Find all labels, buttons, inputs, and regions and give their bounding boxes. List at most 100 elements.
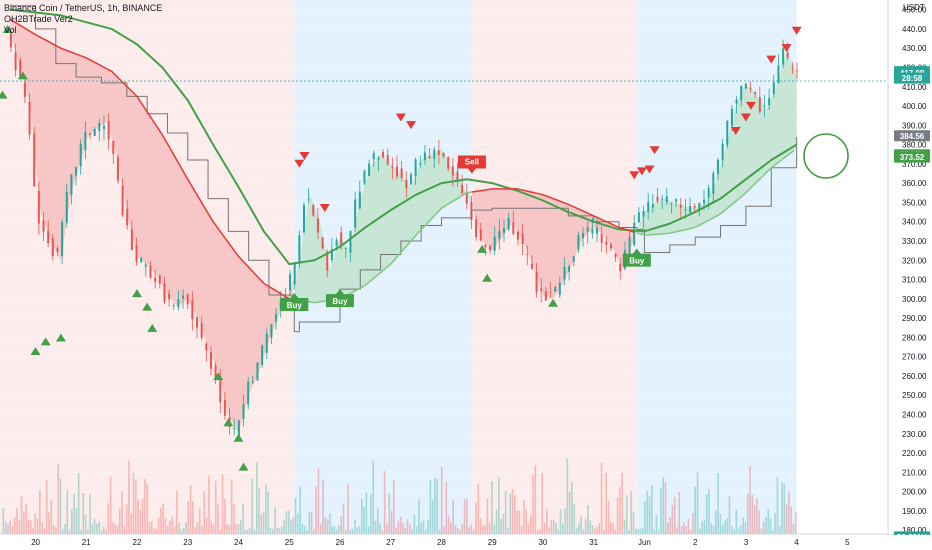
candle-body xyxy=(568,266,571,272)
down-arrow xyxy=(649,146,660,155)
volume-bar xyxy=(335,529,338,534)
candle-body xyxy=(498,230,501,240)
volume-bar xyxy=(669,517,671,534)
volume-bar xyxy=(210,521,212,534)
volume-bar xyxy=(662,477,665,534)
price-tick-label: 230.00 xyxy=(902,430,927,439)
volume-bar xyxy=(333,526,336,534)
volume-bar xyxy=(678,492,681,534)
price-tick-label: 300.00 xyxy=(902,295,927,304)
candle-body xyxy=(530,263,533,270)
price-tick-label: 400.00 xyxy=(902,102,927,111)
up-arrow xyxy=(30,347,41,356)
volume-bar xyxy=(603,529,605,534)
ribbon-fill xyxy=(10,19,295,434)
volume-bar xyxy=(16,508,18,534)
candle-body xyxy=(582,232,585,239)
volume-bar xyxy=(703,519,706,534)
candle-body xyxy=(489,246,492,251)
volume-bar xyxy=(614,529,617,534)
volume-title[interactable]: Vol xyxy=(4,25,17,35)
buy-signal[interactable]: Buy xyxy=(325,289,354,308)
volume-bar xyxy=(262,511,265,534)
price-tick-label: 390.00 xyxy=(902,121,927,130)
buy-signal[interactable]: Buy xyxy=(280,293,309,312)
candle-body xyxy=(368,163,371,176)
candle-body xyxy=(577,235,580,250)
buy-signal[interactable]: Buy xyxy=(622,248,651,267)
candle-body xyxy=(349,230,352,253)
price-tag: 373.52 xyxy=(894,151,930,163)
volume-bar xyxy=(689,529,692,534)
volume-bar xyxy=(692,512,694,534)
candle-body xyxy=(168,293,171,300)
volume-bar xyxy=(57,463,59,534)
price-tick-label: 210.00 xyxy=(902,468,927,477)
candle-body xyxy=(177,299,180,308)
indicator-title[interactable]: OH2BTrade Ver2 xyxy=(4,14,73,24)
time-axis[interactable]: 20 21 22 23 24 25 26 27 28 29 30 31 Jun 2 3 4 5 xyxy=(0,535,932,550)
up-arrow xyxy=(213,372,224,381)
candle-body xyxy=(116,157,119,181)
candle-body xyxy=(544,291,547,301)
volume-bar xyxy=(509,493,512,534)
signal-label: Buy xyxy=(332,297,348,306)
volume-bar xyxy=(431,499,434,534)
down-arrow xyxy=(766,55,777,64)
volume-bar xyxy=(470,524,473,534)
volume-bar xyxy=(507,528,509,534)
volume-bar xyxy=(87,529,89,534)
candle-body xyxy=(326,251,329,271)
volume-bar xyxy=(9,520,11,534)
candle-body xyxy=(37,190,40,224)
time-tick-label: 21 xyxy=(82,538,91,547)
price-tick-label: 310.00 xyxy=(902,276,927,285)
volume-bar xyxy=(294,498,297,534)
volume-bar xyxy=(502,514,505,534)
candle-body xyxy=(270,324,273,338)
volume-bar xyxy=(753,505,756,534)
up-arrow xyxy=(477,244,488,253)
volume-bar xyxy=(219,529,222,534)
volume-bar xyxy=(468,527,470,534)
volume-bar xyxy=(265,484,267,534)
volume-bar xyxy=(278,528,281,534)
volume-bar xyxy=(68,529,71,534)
volume-bar xyxy=(527,523,530,534)
price-tick-label: 440.00 xyxy=(902,25,927,34)
candle-body xyxy=(102,125,105,130)
volume-bar xyxy=(285,510,288,534)
volume-bar xyxy=(607,501,610,534)
volume-bar xyxy=(258,488,260,534)
volume-bar xyxy=(208,475,210,534)
volume-bar xyxy=(153,528,155,534)
volume-bar xyxy=(408,524,411,534)
candle-body xyxy=(703,199,706,204)
volume-bar xyxy=(463,498,466,534)
volume-bar xyxy=(315,487,317,534)
volume-bar xyxy=(724,520,726,534)
volume-bar xyxy=(71,509,73,534)
candle-body xyxy=(689,206,692,213)
price-tick-label: 350.00 xyxy=(902,198,927,207)
volume-bar xyxy=(406,519,409,534)
volume-bar xyxy=(221,474,224,534)
sell-signal[interactable]: Sell xyxy=(457,155,486,174)
volume-bar xyxy=(267,491,270,534)
candle-body xyxy=(461,184,464,194)
volume-bar xyxy=(685,525,687,534)
volume-bar xyxy=(447,516,450,534)
signal-label: Buy xyxy=(629,257,645,266)
volume-bar xyxy=(559,509,562,534)
volume-bar xyxy=(130,513,133,534)
volume-bar xyxy=(2,507,5,534)
volume-bar xyxy=(694,486,697,534)
volume-bar xyxy=(180,529,183,534)
candle-body xyxy=(433,149,436,159)
zone-bull xyxy=(294,0,472,534)
ribbon-fill xyxy=(294,148,472,303)
symbol-title[interactable]: Binance Coin / TetherUS, 1h, BINANCE xyxy=(4,3,163,13)
volume-bar xyxy=(7,524,9,534)
down-arrow xyxy=(395,113,406,122)
